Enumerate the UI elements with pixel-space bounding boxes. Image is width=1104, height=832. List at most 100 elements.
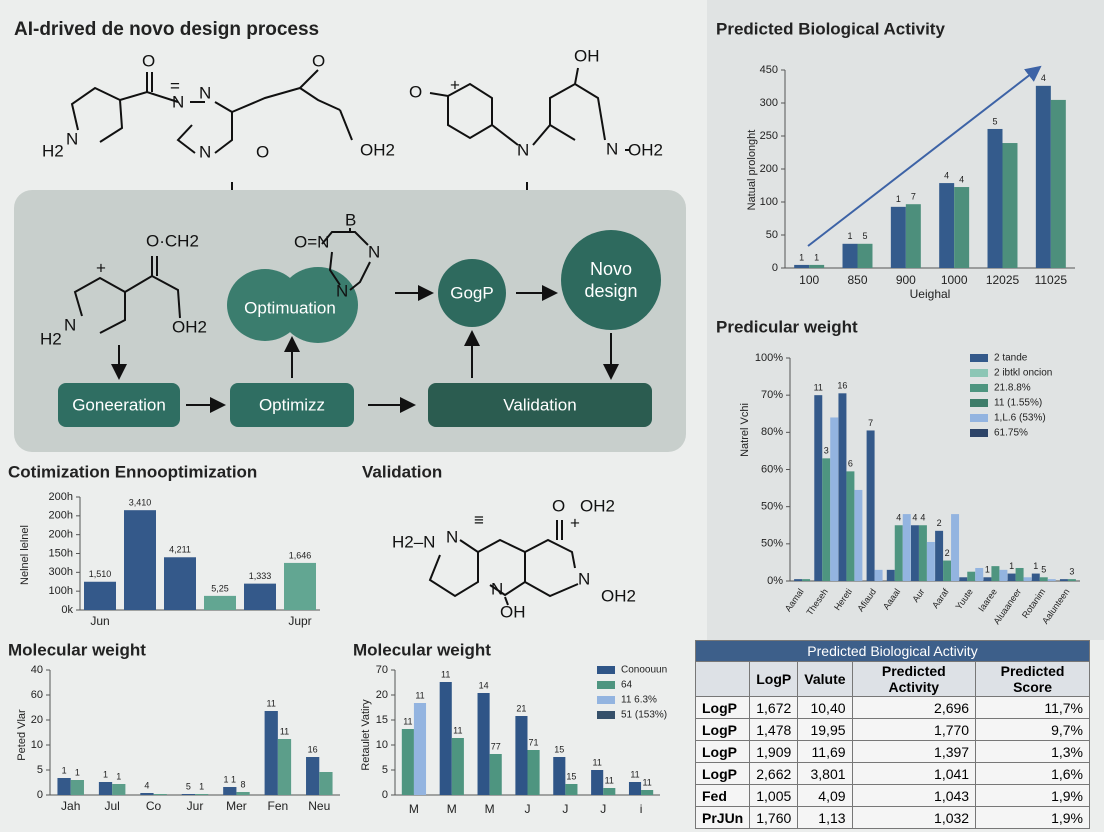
bar-annotation: 11 — [630, 769, 639, 779]
bar-annotation: 11 — [441, 669, 450, 679]
table-cell: 11,69 — [797, 740, 853, 763]
legend-label: 11 (1.55%) — [994, 398, 1042, 409]
bar — [84, 581, 116, 610]
y-tick-label: 0k — [61, 604, 73, 616]
y-tick-label: 0 — [37, 789, 43, 801]
legend-label: 11 6.3% — [621, 695, 657, 706]
atom: N — [578, 569, 590, 588]
bar-annotation: 5,25 — [211, 583, 229, 593]
table-cell: 1,397 — [851, 740, 977, 763]
y-tick-label: 100h — [49, 585, 73, 597]
table-row: LogP 2,662 3,801 1,041 1,6% — [694, 762, 1090, 785]
atom: N — [66, 129, 78, 148]
bar-annotation: 14 — [479, 680, 489, 690]
bar — [838, 393, 847, 581]
table-cell: LogP — [694, 696, 751, 719]
chart-title: Predicular weight — [716, 317, 858, 336]
bar — [846, 471, 855, 581]
atom: H2 — [40, 329, 62, 348]
header-cell: Valute — [797, 661, 853, 697]
table-row: Fed 1,005 4,09 1,043 1,9% — [694, 784, 1090, 807]
atom: + — [96, 258, 106, 277]
y-tick-label: 450 — [760, 64, 778, 76]
bar-annotation: 3,410 — [129, 498, 152, 508]
node-label: Validation — [503, 395, 576, 414]
bar — [164, 557, 196, 610]
section-title: Validation — [362, 462, 442, 481]
x-tick-label: Fen — [268, 799, 289, 813]
node — [230, 383, 354, 427]
table-cell: 1,478 — [749, 718, 799, 741]
atom: N — [368, 242, 380, 261]
bar-annotation: 1 — [799, 252, 804, 262]
bar — [910, 525, 919, 581]
y-tick-label: 10 — [31, 739, 43, 751]
bar — [951, 514, 960, 581]
bar — [204, 595, 236, 610]
x-tick-label: 900 — [896, 273, 916, 287]
bar-annotation: 1 — [896, 194, 901, 204]
x-tick-label: Jur — [187, 799, 204, 813]
bar-annotation: 1 — [75, 767, 80, 777]
bar — [112, 784, 126, 795]
diagram-title: AI-drived de novo design process — [14, 19, 319, 40]
table-row: PrJUn 1,760 1,13 1,032 1,9% — [694, 806, 1090, 829]
bar — [565, 784, 578, 795]
x-tick-label: M — [447, 802, 457, 816]
bar-annotation: 1,646 — [289, 550, 312, 560]
bar — [98, 782, 113, 795]
y-tick-label: 60% — [761, 463, 783, 475]
bar-annotation: 2 — [937, 518, 942, 528]
bar — [401, 729, 414, 795]
table-row: LogP 1,672 10,40 2,696 11,7% — [694, 696, 1090, 719]
x-tick-label: M — [409, 802, 419, 816]
legend-swatch — [597, 696, 615, 704]
table-cell: LogP — [694, 718, 751, 741]
node — [428, 383, 652, 427]
bar — [70, 780, 84, 795]
bar-annotation: 4 — [944, 170, 949, 180]
bar-annotation: 4 — [1041, 73, 1046, 83]
header-cell: Predicted Score — [975, 661, 1090, 697]
bar — [967, 571, 976, 581]
bar — [153, 794, 167, 795]
atom: H2–N — [392, 532, 435, 551]
table-cell: 1,6% — [975, 762, 1090, 785]
bar — [527, 750, 540, 795]
x-tick-label: Jupr — [288, 614, 311, 628]
y-tick-label: 200h — [49, 510, 73, 522]
bar-annotation: 8 — [241, 779, 246, 789]
bar-annotation: 4 — [920, 513, 925, 523]
bar — [489, 754, 502, 795]
atom: N — [491, 579, 503, 598]
bar-annotation: 15 — [554, 744, 564, 754]
bar-annotation: 1 — [1033, 561, 1038, 571]
x-tick-label: i — [640, 802, 643, 816]
table-row: LogP 1,478 19,95 1,770 9,7% — [694, 718, 1090, 741]
bar-annotation: 4 — [144, 780, 149, 790]
y-tick-label: 15 — [376, 714, 388, 726]
table-cell: 1,3% — [975, 740, 1090, 763]
bar — [181, 794, 195, 795]
bar-annotation: 11 — [280, 726, 289, 736]
bar-annotation: 71 — [529, 737, 539, 747]
bar-annotation: 16 — [837, 381, 847, 391]
bar — [890, 206, 906, 268]
x-tick-label: 100 — [799, 273, 819, 287]
table-cell: 9,7% — [975, 718, 1090, 741]
table-cell: 1,032 — [851, 806, 977, 829]
bar — [902, 514, 911, 581]
legend-label: 2 tande — [994, 353, 1028, 364]
bar — [830, 417, 839, 581]
y-tick-label: 10 — [376, 739, 388, 751]
legend-swatch — [970, 369, 988, 377]
atom: O — [142, 51, 155, 70]
bar — [1047, 579, 1056, 581]
atom: N — [199, 142, 211, 161]
table-cell: 1,005 — [749, 784, 799, 807]
bar-annotation: 11 — [814, 383, 823, 393]
bar — [641, 790, 654, 795]
molecule: O·CH2 + N H2 OH2 — [40, 231, 207, 348]
bar — [802, 579, 811, 581]
table-cell: 2,662 — [749, 762, 799, 785]
